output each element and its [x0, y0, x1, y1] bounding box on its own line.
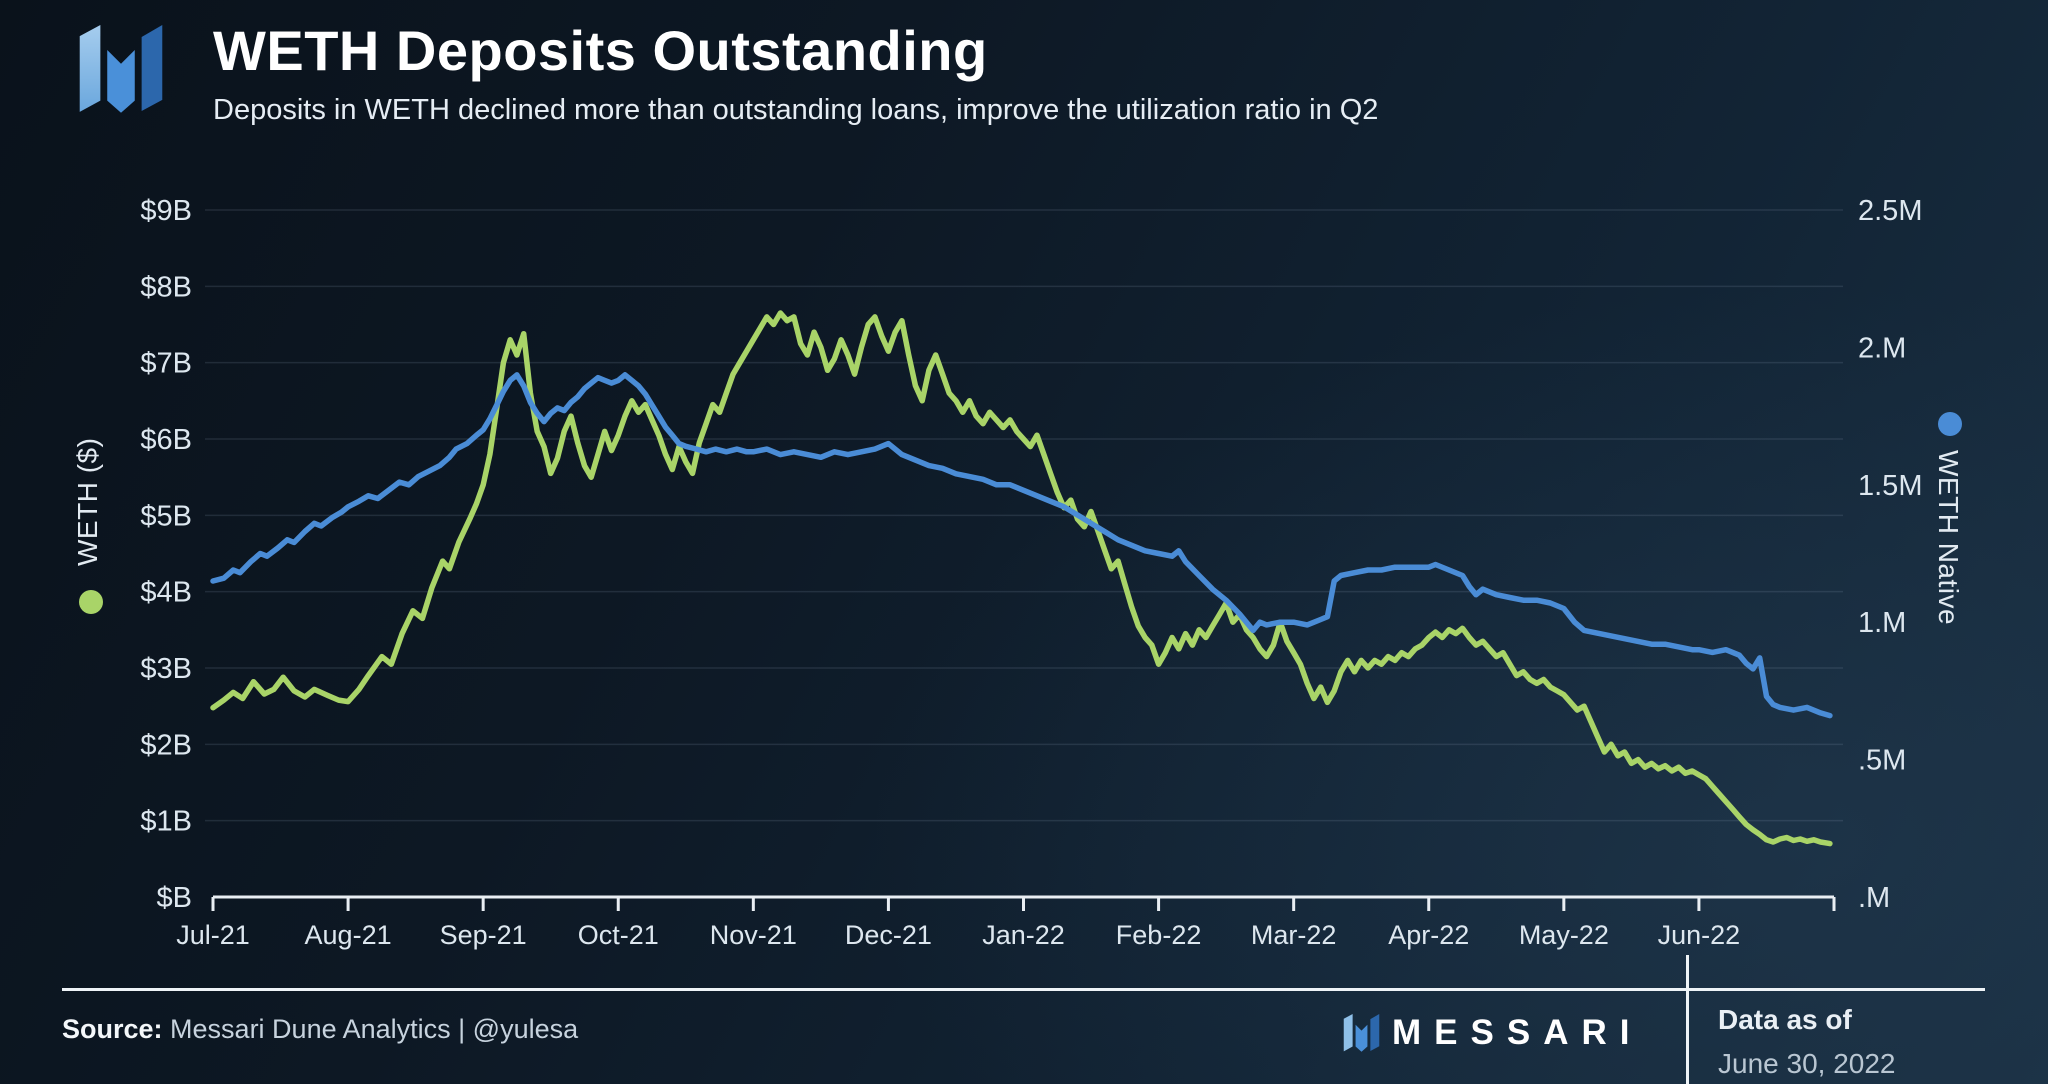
right-tick-label: .M	[1858, 882, 1890, 914]
x-tick-label: Mar-22	[1251, 920, 1337, 950]
x-tick-label: Sep-21	[440, 920, 527, 950]
series-line-weth-native	[210, 372, 1833, 719]
right-tick-label: 2.M	[1858, 332, 1906, 364]
x-tick-label: Oct-21	[578, 920, 659, 950]
right-tick-label: 1.5M	[1858, 470, 1922, 502]
right-tick-label: 2.5M	[1858, 195, 1922, 227]
series-line-weth-usd	[210, 310, 1833, 847]
left-tick-label: $B	[157, 882, 192, 914]
data-as-of-label: Data as of	[1718, 1004, 1852, 1035]
source-label: Source:	[62, 1014, 163, 1044]
left-tick-label: $8B	[140, 271, 192, 303]
left-tick-label: $4B	[140, 577, 192, 609]
data-as-of-value: June 30, 2022	[1718, 1048, 1896, 1079]
messari-logo-icon	[79, 25, 163, 113]
legend-dot-weth-usd	[79, 590, 103, 614]
left-tick-label: $2B	[140, 729, 192, 761]
x-tick-label: Jun-22	[1658, 920, 1741, 950]
messari-wordmark: MESSARI	[1343, 1010, 1642, 1055]
right-axis-title: WETH Native	[1933, 450, 1964, 626]
left-tick-label: $7B	[140, 348, 192, 380]
left-tick-label: $6B	[140, 424, 192, 456]
left-tick-label: $9B	[140, 195, 192, 227]
page-title: WETH Deposits Outstanding	[213, 19, 988, 82]
x-tick-label: Aug-21	[305, 920, 392, 950]
x-tick-label: May-22	[1519, 920, 1609, 950]
brand-text: MESSARI	[1392, 1012, 1643, 1052]
left-tick-label: $1B	[140, 806, 192, 838]
legend-dot-weth-native	[1938, 412, 1962, 436]
x-tick-label: Apr-22	[1388, 920, 1469, 950]
left-tick-label: $3B	[140, 653, 192, 685]
messari-wordmark-icon	[1343, 1014, 1380, 1052]
footer-rule	[62, 988, 1985, 991]
x-tick-label: Feb-22	[1116, 920, 1202, 950]
source-value: Messari Dune Analytics | @yulesa	[170, 1014, 579, 1044]
x-tick-label: Nov-21	[710, 920, 797, 950]
left-tick-label: $5B	[140, 500, 192, 532]
x-tick-label: Dec-21	[845, 920, 932, 950]
right-tick-label: .5M	[1858, 745, 1906, 777]
x-tick-label: Jan-22	[982, 920, 1065, 950]
footer-divider	[1686, 955, 1689, 1084]
page-subtitle: Deposits in WETH declined more than outs…	[213, 94, 1379, 126]
x-tick-label: Jul-21	[176, 920, 250, 950]
source-line: Source: Messari Dune Analytics | @yulesa	[62, 1014, 578, 1045]
right-tick-label: 1.M	[1858, 607, 1906, 639]
